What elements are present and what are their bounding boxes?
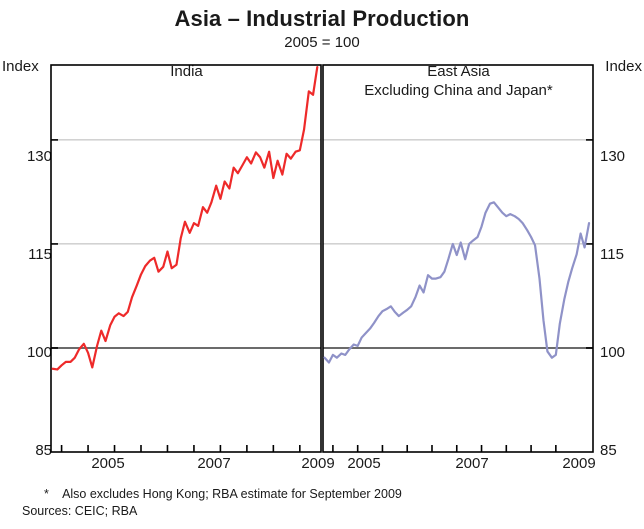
panel-title-india-text: India — [170, 63, 203, 80]
xtick-eastasia-2005: 2005 — [347, 455, 381, 472]
ytick-left-130: 130 — [26, 148, 52, 165]
page-title: Asia – Industrial Production — [174, 6, 470, 31]
xtick-eastasia-2009: 2009 — [562, 455, 596, 472]
ytick-left-100: 100 — [26, 344, 52, 361]
right-axis-unit-label: Index — [605, 58, 642, 75]
panel-subtitle-east-asia-text: Excluding China and Japan* — [364, 82, 553, 99]
ytick-left-115: 115 — [28, 246, 52, 263]
series-line-east-asia-excluding-china-and-japan — [323, 201, 591, 364]
ytick-right-130: 130 — [600, 148, 626, 165]
xtick-india-2009: 2009 — [301, 455, 335, 472]
ytick-left-85: 85 — [35, 442, 52, 459]
panel-frame-0 — [50, 64, 322, 453]
xtick-india-2005: 2005 — [91, 455, 125, 472]
footnote-sources: Sources: CEIC; RBA — [22, 504, 138, 518]
gridlines — [51, 139, 593, 349]
left-axis-unit-label: Index — [2, 58, 39, 75]
ytick-right-115: 115 — [600, 246, 624, 263]
panel-title-india: India — [51, 62, 322, 81]
axis-frame — [50, 64, 594, 453]
panel-frame-1 — [322, 64, 594, 453]
footnote-asterisk: * Also excludes Hong Kong; RBA estimate … — [44, 487, 402, 501]
series-line-india — [51, 65, 319, 371]
xtick-india-2007: 2007 — [197, 455, 231, 472]
panel-title-east-asia: East Asia Excluding China and Japan* — [323, 62, 594, 100]
axis-ticks — [51, 139, 593, 452]
ytick-right-85: 85 — [600, 442, 617, 459]
ytick-right-100: 100 — [600, 344, 626, 361]
xtick-eastasia-2007: 2007 — [455, 455, 489, 472]
data-series-layer — [51, 65, 591, 371]
panel-title-east-asia-text: East Asia — [427, 63, 490, 80]
chart-subtitle: 2005 = 100 — [284, 34, 360, 51]
